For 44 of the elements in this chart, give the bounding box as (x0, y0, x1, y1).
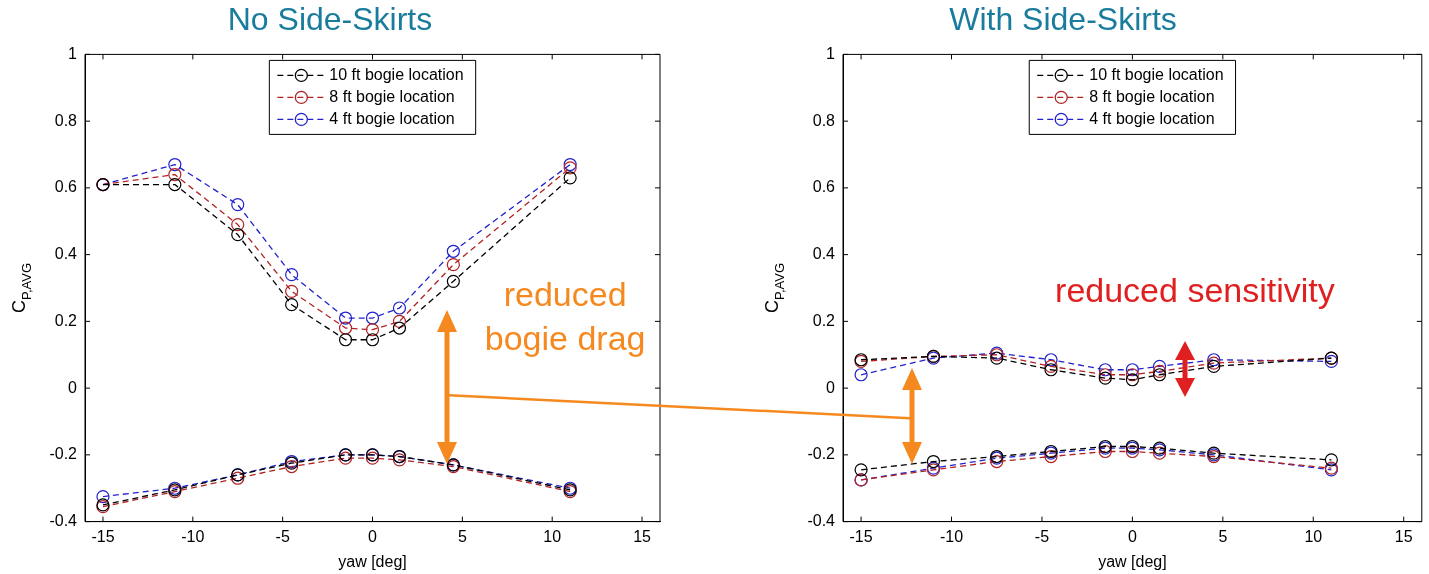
y-tick-label: -0.4 (807, 512, 836, 530)
x-tick-label: 10 (1304, 527, 1323, 545)
legend-label: 4 ft bogie location (329, 109, 455, 127)
y-tick-label: -0.2 (807, 445, 836, 463)
chart-title: No Side-Skirts (227, 1, 433, 38)
annotation: reduced sensitivity (1055, 271, 1335, 310)
x-tick-label: -5 (275, 527, 290, 545)
x-tick-label: -10 (181, 527, 205, 545)
annotation: reduced bogie drag (484, 274, 646, 357)
x-tick-label: -10 (939, 527, 964, 545)
legend-label: 10 ft bogie location (329, 65, 464, 83)
x-axis-title: yaw [deg] (1098, 552, 1167, 570)
y-tick-label: -0.4 (49, 512, 78, 530)
y-tick-label: 1 (68, 44, 78, 62)
y-tick-label: 0.4 (54, 245, 78, 263)
y-tick-label: 0.8 (54, 111, 78, 129)
x-tick-label: 15 (1394, 527, 1413, 545)
x-tick-label: 0 (368, 527, 378, 545)
x-tick-label: -15 (91, 527, 115, 545)
y-tick-label: 0.8 (812, 111, 836, 129)
legend-label: 8 ft bogie location (329, 87, 455, 105)
x-tick-label: 10 (543, 527, 562, 545)
x-axis-title: yaw [deg] (338, 552, 407, 570)
legend-label: 8 ft bogie location (1089, 87, 1215, 105)
x-tick-label: 0 (1127, 527, 1137, 545)
y-axis-title: CP,AVG (762, 262, 787, 314)
y-tick-label: 0.2 (812, 311, 836, 329)
y-tick-label: 0.4 (812, 245, 836, 263)
x-tick-label: -15 (849, 527, 873, 545)
legend-label: 10 ft bogie location (1089, 65, 1224, 83)
x-tick-label: -5 (1034, 527, 1050, 545)
y-tick-label: 1 (826, 44, 836, 62)
x-tick-label: 5 (457, 527, 467, 545)
y-tick-label: 0.6 (54, 178, 78, 196)
y-tick-label: 0 (826, 378, 836, 396)
y-tick-label: 0.6 (812, 178, 836, 196)
y-tick-label: -0.2 (49, 445, 78, 463)
chart-title: With Side-Skirts (949, 1, 1177, 38)
y-axis-title: CP,AVG (9, 262, 34, 314)
x-tick-label: 15 (633, 527, 652, 545)
y-tick-label: 0 (68, 378, 78, 396)
y-tick-label: 0.2 (54, 311, 78, 329)
legend-label: 4 ft bogie location (1089, 109, 1215, 127)
x-tick-label: 5 (1218, 527, 1228, 545)
